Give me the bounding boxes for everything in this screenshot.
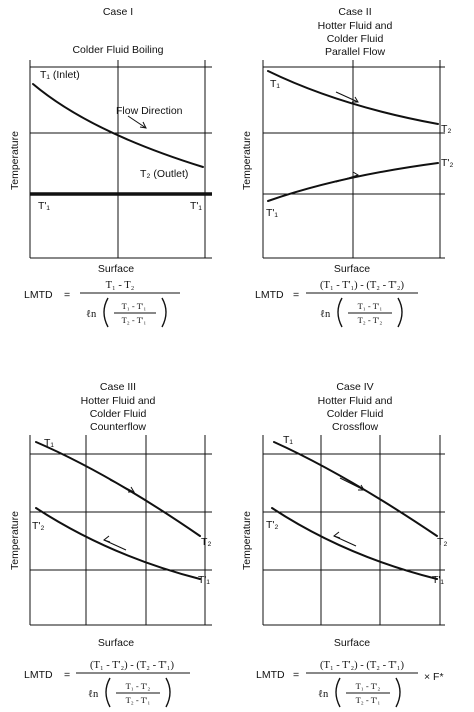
- ln-denominator: T₂ - T'₁: [356, 695, 381, 705]
- case-4-title: Case IV: [336, 381, 373, 393]
- case-2-t2-label: T₂: [441, 123, 452, 135]
- case-1-panel: Case I Colder Fluid Boiling T₁ (Inlet) F…: [9, 6, 212, 328]
- case-4-t2p-label: T'₂: [266, 519, 279, 531]
- case-4-subtitle-1: Hotter Fluid and: [318, 395, 393, 407]
- ln-numerator: T₁ - T'₂: [126, 681, 151, 691]
- ln-denominator: T₂ - T'₁: [122, 315, 147, 325]
- case-2-formula: LMTD = (T₁ - T'₁) - (T₂ - T'₂) ℓn T₁ - T…: [255, 280, 418, 328]
- flow-arrow: [335, 91, 359, 103]
- lmtd-label: LMTD: [256, 669, 285, 681]
- formula-numerator: (T₁ - T'₂) - (T₂ - T'₁): [90, 660, 174, 671]
- case-1-t2-outlet-label: T₂ (Outlet): [140, 168, 188, 180]
- flow-arrow: [335, 171, 359, 183]
- case-2-subtitle-3: Parallel Flow: [325, 46, 386, 58]
- case-4-t2-label: T₂: [437, 536, 448, 548]
- case-1-t1p-right-label: T'₁: [190, 200, 202, 212]
- case-1-x-axis-label: Surface: [98, 263, 134, 275]
- case-2-subtitle-2: Colder Fluid: [327, 33, 384, 45]
- case-1-t1-inlet-label: T₁ (Inlet): [40, 69, 80, 81]
- svg-text:=: =: [293, 289, 299, 301]
- lmtd-label: LMTD: [24, 669, 53, 681]
- ln-symbol: ℓn: [88, 689, 99, 700]
- case-2-subtitle-1: Hotter Fluid and: [318, 20, 393, 32]
- ln-numerator: T₁ - T'₁: [358, 301, 383, 311]
- flow-arrow: [109, 479, 135, 493]
- flow-arrow: [332, 531, 357, 547]
- case-1-grid: [29, 60, 212, 259]
- case-4-subtitle-3: Crossflow: [332, 421, 379, 433]
- case-1-subtitle: Colder Fluid Boiling: [72, 44, 163, 56]
- case-2-x-axis-label: Surface: [334, 263, 370, 275]
- case-3-t1-label: T₁: [44, 437, 54, 449]
- case-1-flow-direction-label: Flow Direction: [116, 105, 183, 117]
- case-3-panel: Case III Hotter Fluid and Colder Fluid C…: [9, 381, 212, 708]
- flow-arrow: [127, 115, 147, 129]
- case-2-hot-curve: [267, 70, 439, 125]
- formula-numerator: T₁ - T₂: [106, 280, 135, 291]
- case-4-cold-curve: [271, 507, 438, 580]
- ln-denominator: T₂ - T'₂: [358, 315, 383, 325]
- case-3-y-axis-label: Temperature: [9, 511, 21, 570]
- formula-numerator: (T₁ - T'₂) - (T₂ - T'₁): [320, 660, 404, 671]
- case-1-title: Case I: [103, 6, 133, 18]
- case-2-t2p-label: T'₂: [441, 157, 454, 169]
- case-3-x-axis-label: Surface: [98, 637, 134, 649]
- ln-numerator: T₁ - T'₂: [356, 681, 381, 691]
- case-4-t1p-label: T'₁: [432, 574, 444, 586]
- ln-symbol: ℓn: [320, 309, 331, 320]
- case-4-formula: LMTD = (T₁ - T'₂) - (T₂ - T'₁) ℓn T₁ - T…: [256, 660, 444, 708]
- case-3-subtitle-3: Counterflow: [90, 421, 146, 433]
- case-1-t1p-left-label: T'₁: [38, 200, 50, 212]
- case-3-title: Case III: [100, 381, 136, 393]
- ln-symbol: ℓn: [318, 689, 329, 700]
- case-2-grid: [262, 60, 445, 259]
- lmtd-label: LMTD: [24, 289, 53, 301]
- case-2-panel: Case II Hotter Fluid and Colder Fluid Pa…: [241, 6, 454, 328]
- case-4-hot-curve: [273, 441, 438, 537]
- flow-arrow: [339, 477, 365, 491]
- svg-text:=: =: [64, 289, 70, 301]
- formula-numerator: (T₁ - T'₁) - (T₂ - T'₂): [320, 280, 404, 291]
- flow-arrow: [102, 535, 127, 551]
- case-2-title: Case II: [338, 6, 371, 18]
- case-2-t1-label: T₁: [270, 78, 280, 90]
- case-4-grid: [262, 435, 445, 626]
- ln-symbol: ℓn: [86, 309, 97, 320]
- svg-text:=: =: [64, 669, 70, 681]
- case-2-y-axis-label: Temperature: [241, 131, 253, 190]
- case-3-formula: LMTD = (T₁ - T'₂) - (T₂ - T'₁) ℓn T₁ - T…: [24, 660, 190, 708]
- case-4-panel: Case IV Hotter Fluid and Colder Fluid Cr…: [241, 381, 448, 708]
- case-3-t1p-label: T'₁: [198, 574, 210, 586]
- case-4-x-axis-label: Surface: [334, 637, 370, 649]
- case-4-t1-label: T₁: [283, 434, 293, 446]
- case-3-t2-label: T₂: [201, 536, 212, 548]
- svg-text:=: =: [293, 669, 299, 681]
- case-3-subtitle-2: Colder Fluid: [90, 408, 147, 420]
- lmtd-label: LMTD: [255, 289, 284, 301]
- case-1-hot-curve: [32, 83, 204, 168]
- correction-factor: × F*: [424, 671, 444, 683]
- ln-numerator: T₁ - T'₁: [122, 301, 147, 311]
- case-3-subtitle-1: Hotter Fluid and: [81, 395, 156, 407]
- case-4-y-axis-label: Temperature: [241, 511, 253, 570]
- case-3-cold-curve: [35, 507, 201, 580]
- case-4-subtitle-2: Colder Fluid: [327, 408, 384, 420]
- case-2-t1p-label: T'₁: [266, 207, 278, 219]
- case-3-t2p-label: T'₂: [32, 520, 45, 532]
- case-1-y-axis-label: Temperature: [9, 131, 21, 190]
- case-3-grid: [29, 435, 212, 626]
- ln-denominator: T₂ - T'₁: [126, 695, 151, 705]
- case-1-formula: LMTD = T₁ - T₂ ℓn T₁ - T'₁ T₂ - T'₁: [24, 280, 180, 328]
